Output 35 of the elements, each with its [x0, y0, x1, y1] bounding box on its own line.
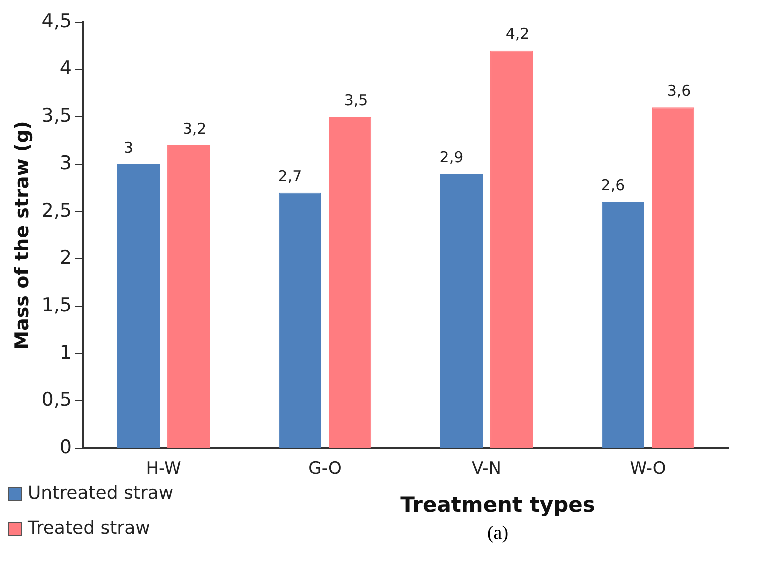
x-tick-label: G-O [308, 459, 342, 480]
y-tick-label: 1 [60, 342, 72, 364]
y-axis-title: Mass of the straw (g) [11, 121, 34, 350]
text: (a) [486, 523, 510, 545]
y-tick-label: 0 [60, 436, 72, 459]
y-tick-label: 1,5 [42, 294, 72, 316]
y-tick-label: 4,5 [42, 10, 72, 32]
data-label: 2,9 [440, 148, 464, 166]
x-tick-label: H-W [146, 459, 182, 480]
data-label: 4,2 [506, 25, 530, 44]
y-tick-label: 4 [60, 58, 72, 80]
bar [117, 164, 160, 448]
data-label: 3,5 [344, 92, 368, 110]
legend-label: Treated straw [28, 518, 150, 539]
data-label: 2,6 [601, 176, 626, 195]
bar [168, 146, 210, 448]
bar [440, 174, 483, 448]
y-tick-label: 0,5 [42, 389, 72, 412]
data-label: 3 [124, 138, 134, 157]
y-tick-label: 3 [60, 152, 72, 174]
x-tick-label: V-N [472, 459, 502, 480]
y-tick-label: 3,5 [42, 105, 72, 128]
data-label: 3,6 [667, 82, 692, 100]
bar [329, 117, 372, 448]
data-label: 3,2 [182, 120, 207, 138]
bar [490, 50, 534, 448]
bar [602, 202, 644, 448]
x-axis-title: Treatment types [400, 493, 596, 517]
y-tick-label: 2,5 [42, 200, 72, 222]
legend-label: Untreated straw [28, 483, 174, 504]
data-label: 2,7 [278, 167, 302, 186]
bar [278, 192, 322, 448]
x-tick-label: W-O [630, 459, 666, 480]
bar [652, 108, 695, 448]
y-tick-label: 2 [60, 247, 72, 270]
